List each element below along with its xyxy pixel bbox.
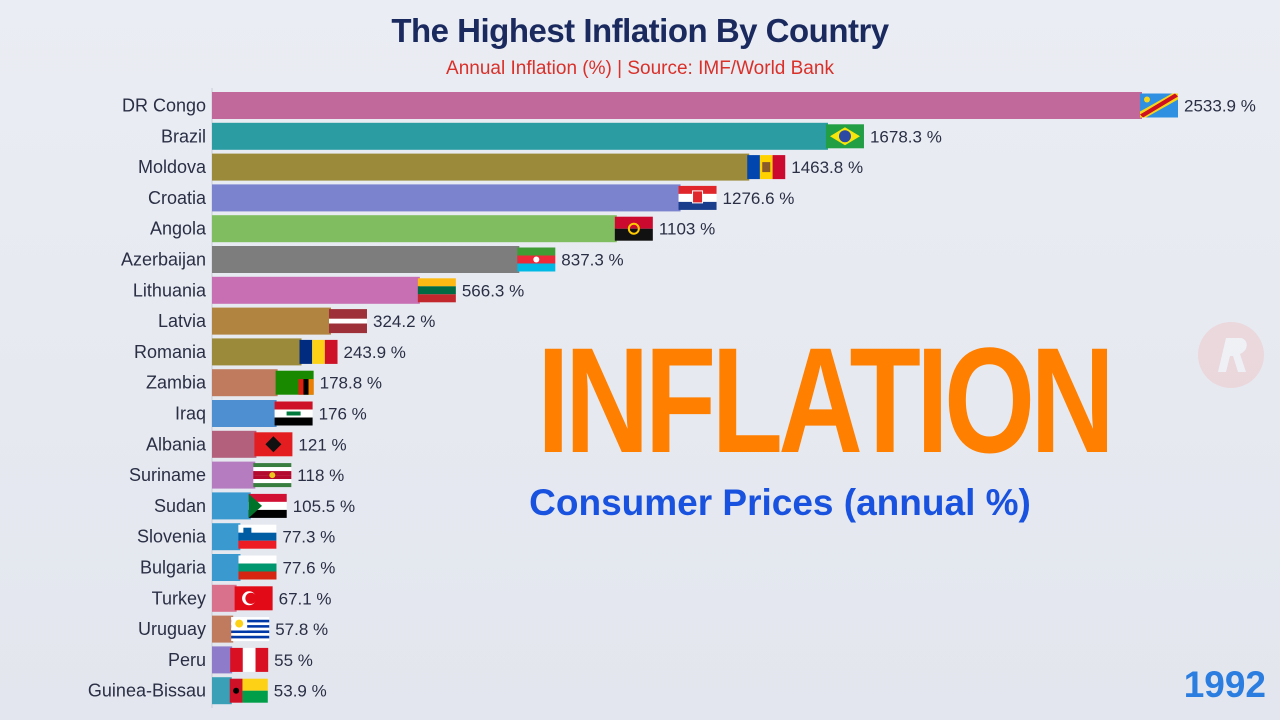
flag-peru-icon (230, 647, 269, 672)
bar-bulgaria (212, 554, 241, 581)
flag-iraq-icon (274, 401, 313, 426)
flag-turkey-icon (234, 586, 273, 611)
flag-drcongo-icon (1140, 93, 1178, 118)
value-label: 566.3 % (462, 281, 524, 300)
category-label: Sudan (154, 496, 206, 516)
value-label: 1463.8 % (791, 158, 863, 177)
flag-lithuania-icon (417, 278, 456, 303)
value-label: 178.8 % (320, 374, 382, 393)
bar-guinea-bissau (212, 677, 232, 705)
flag-guinea-bissau-icon (229, 678, 268, 703)
category-label: Moldova (138, 157, 207, 177)
value-label: 1276.6 % (723, 189, 795, 208)
category-label: Brazil (161, 126, 206, 146)
flag-angola-icon (614, 216, 653, 241)
chart-title: The Highest Inflation By Country (391, 12, 889, 49)
value-label: 77.6 % (282, 559, 335, 578)
flag-moldova-icon (747, 155, 786, 180)
value-label: 105.5 % (293, 497, 355, 516)
category-label: Uruguay (138, 619, 206, 639)
flag-azerbaijan-icon (517, 247, 556, 272)
value-label: 53.9 % (274, 682, 327, 701)
flag-croatia-icon (678, 185, 717, 210)
bar-slovenia (212, 523, 241, 551)
category-label: Angola (150, 219, 207, 239)
category-label: Zambia (146, 373, 207, 393)
category-label: Croatia (148, 188, 207, 208)
category-label: Iraq (175, 404, 206, 424)
year-label: 1992 (1183, 664, 1266, 705)
flag-sudan-icon (248, 493, 287, 518)
category-label: Slovenia (137, 527, 207, 547)
category-label: Turkey (152, 588, 206, 608)
overlay-headline: INFLATION (537, 316, 1115, 484)
category-label: Lithuania (133, 280, 207, 300)
bar-turkey (212, 584, 237, 612)
category-label: Bulgaria (140, 558, 207, 578)
bar-peru (212, 646, 233, 674)
category-label: Guinea-Bissau (88, 681, 206, 701)
value-label: 1103 % (659, 220, 715, 239)
bar-azerbaijan (212, 246, 520, 273)
bar-croatia (212, 184, 681, 212)
bar-lithuania (212, 276, 420, 304)
flag-suriname-icon (253, 463, 292, 488)
flag-albania-icon (254, 432, 293, 457)
bar-brazil (212, 122, 828, 150)
value-label: 57.8 % (275, 620, 328, 639)
category-label: Albania (146, 434, 207, 454)
category-label: Romania (134, 342, 207, 362)
value-label: 77.3 % (282, 528, 335, 547)
bar-uruguay (212, 615, 234, 643)
value-label: 1678.3 % (870, 127, 942, 146)
flag-uruguay-icon (231, 617, 270, 642)
channel-logo-icon (1198, 322, 1264, 388)
value-label: 118 % (297, 466, 344, 485)
value-label: 324.2 % (373, 312, 435, 331)
flag-zambia-icon (275, 370, 314, 395)
value-label: 2533.9 % (1184, 97, 1256, 116)
bar-romania (212, 338, 302, 366)
bar-latvia (212, 307, 331, 335)
flag-bulgaria-icon (238, 555, 277, 580)
value-label: 837.3 % (561, 251, 623, 270)
chart-subtitle: Annual Inflation (%) | Source: IMF/World… (446, 58, 834, 79)
value-label: 55 % (274, 651, 313, 670)
value-label: 176 % (319, 405, 367, 424)
value-label: 67.1 % (279, 589, 332, 608)
category-label: Azerbaijan (121, 250, 206, 270)
bar-iraq (212, 400, 277, 427)
flag-latvia-icon (328, 309, 367, 334)
flag-slovenia-icon (238, 524, 277, 549)
bar-suriname (212, 461, 256, 489)
bar-sudan (212, 492, 251, 520)
bar-angola (212, 215, 617, 243)
category-label: Suriname (129, 465, 206, 485)
overlay-subheadline: Consumer Prices (annual %) (529, 482, 1031, 523)
bar-zambia (212, 369, 278, 397)
bar-albania (212, 430, 257, 458)
flag-romania-icon (299, 339, 338, 364)
value-label: 243.9 % (344, 343, 406, 362)
category-label: DR Congo (122, 96, 206, 116)
flag-brazil-icon (825, 124, 864, 149)
bar-dr-congo (212, 92, 1142, 119)
value-label: 121 % (298, 435, 346, 454)
category-label: Peru (168, 650, 206, 670)
category-label: Latvia (158, 311, 207, 331)
bar-moldova (212, 153, 750, 181)
